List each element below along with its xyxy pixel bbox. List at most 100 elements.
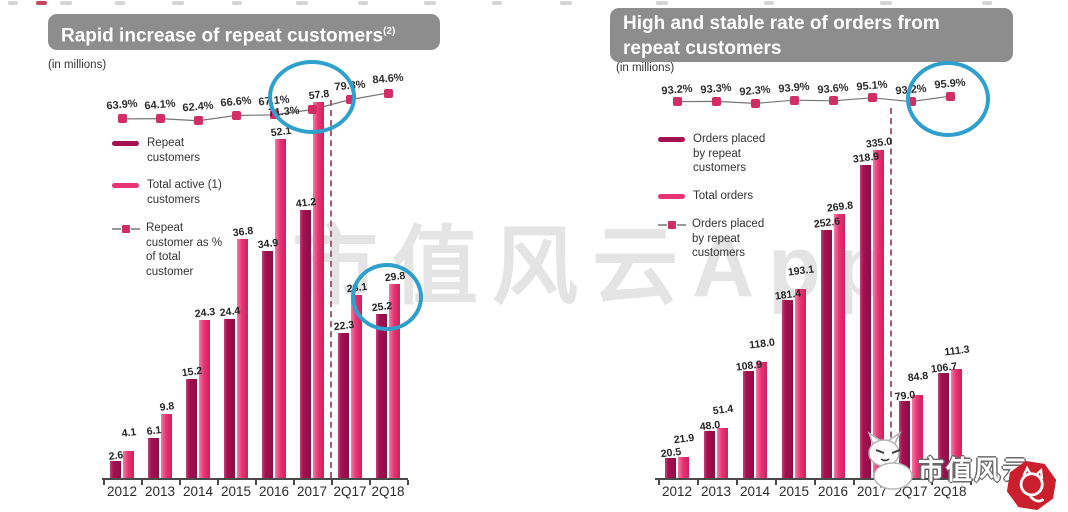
cropped-text-remnant [656, 1, 668, 5]
axis-tick [407, 480, 409, 485]
right-chart-legend: Orders placed by repeat customers Total … [658, 132, 773, 274]
bar-total-active-1-customers-2012 [123, 451, 134, 478]
right-chart-title: High and stable rate of orders from repe… [610, 8, 1013, 62]
value-label-orders-placed-by-repeat-customers-2Q17: 79.0 [894, 388, 916, 403]
cropped-text-remnant [424, 1, 436, 5]
axis-tick [735, 480, 738, 485]
bar-orders-placed-by-repeat-customers-2017 [860, 165, 871, 478]
legend-label: Orders placed by repeat customers [693, 133, 766, 175]
percentage-marker-2013 [711, 96, 721, 106]
value-label-total-orders-2012: 21.9 [673, 431, 695, 446]
legend-label: Total active (1) customers [147, 179, 222, 207]
bar-total-active-1-customers-2Q17 [351, 295, 362, 478]
percentage-label-2013: 93.3% [699, 82, 733, 97]
value-label-repeat-customers-2Q17: 22.3 [333, 318, 355, 334]
cropped-text-remnant [60, 1, 72, 5]
left-chart-period-separator [330, 100, 332, 478]
highlight-circle-2017-repeat-rate [268, 60, 356, 134]
x-axis-label-2017: 2017 [856, 484, 888, 499]
percentage-label-2Q18: 84.6% [371, 71, 405, 87]
value-label-total-orders-2014: 118.0 [748, 336, 776, 352]
bar-total-active-1-customers-2013 [161, 414, 172, 478]
legend-label: Repeat customer as % of total customer [146, 221, 223, 279]
value-label-total-active-1-customers-2015: 36.8 [232, 224, 254, 239]
axis-tick [255, 480, 257, 485]
legend-label: Orders placed by repeat customers [692, 217, 765, 260]
line-marker-swatch-icon [112, 224, 140, 233]
percentage-label-2013: 64.1% [143, 97, 177, 112]
percentage-marker-2014 [193, 116, 203, 126]
value-label-total-active-1-customers-2013: 9.8 [159, 400, 175, 415]
axis-tick [852, 480, 855, 485]
bar-total-orders-2Q17 [912, 394, 923, 478]
bar-total-orders-2012 [678, 456, 689, 478]
cropped-text-remnant [36, 1, 47, 5]
legend-item-repeat-orders: Orders placed by repeat customers [658, 132, 773, 176]
x-axis-label-2Q17: 2Q17 [333, 484, 367, 499]
axis-tick [696, 480, 699, 485]
bar-total-orders-2017 [873, 149, 884, 478]
value-label-total-orders-2016: 269.8 [826, 199, 854, 215]
light-bar-swatch-icon [112, 183, 139, 189]
percentage-label-2012: 93.2% [660, 82, 694, 97]
value-label-repeat-customers-2013: 6.1 [146, 424, 162, 439]
bar-repeat-customers-2Q17 [338, 333, 349, 478]
x-axis-label-2014: 2014 [739, 484, 771, 499]
legend-item-total-orders: Total orders [658, 189, 773, 204]
value-label-total-orders-2017: 335.0 [865, 135, 893, 151]
percentage-label-2015: 66.6% [219, 94, 253, 109]
legend-item-total-active-customers: Total active (1) customers [112, 178, 227, 207]
dark-bar-swatch-icon [658, 137, 685, 142]
bar-total-active-1-customers-2016 [275, 139, 286, 478]
axis-tick [774, 480, 777, 485]
percentage-label-2012: 63.9% [105, 97, 139, 113]
axis-tick [217, 480, 219, 485]
left-units-label: (in millions) [48, 59, 107, 71]
x-axis-label-2014: 2014 [182, 484, 214, 499]
bar-repeat-customers-2017 [300, 210, 311, 478]
x-axis-label-2017: 2017 [296, 484, 328, 499]
bar-repeat-customers-2013 [148, 438, 159, 478]
value-label-orders-placed-by-repeat-customers-2012: 20.5 [660, 445, 682, 461]
watermark-logo: 市值风云 [858, 424, 1066, 510]
bar-total-active-1-customers-2014 [199, 320, 210, 478]
dark-bar-swatch-icon [112, 141, 139, 146]
percentage-marker-2012 [117, 114, 127, 124]
left-chart-legend: Repeat customers Total active (1) custom… [112, 136, 227, 293]
value-label-orders-placed-by-repeat-customers-2013: 48.0 [699, 418, 721, 434]
axis-tick [141, 480, 143, 485]
value-label-total-orders-2Q17: 84.8 [907, 369, 929, 385]
percentage-label-2017: 95.1% [855, 78, 889, 94]
x-axis [655, 478, 971, 480]
axis-tick [930, 480, 933, 485]
legend-item-repeat-percentage: Repeat customer as % of total customer [112, 221, 227, 280]
value-label-total-orders-2015: 193.1 [787, 263, 815, 279]
bar-total-orders-2014 [756, 362, 767, 478]
cropped-text-remnant [296, 1, 308, 5]
x-axis-label-2012: 2012 [661, 484, 693, 499]
percentage-marker-2014 [750, 98, 760, 108]
bar-orders-placed-by-repeat-customers-2013 [704, 430, 715, 478]
x-axis-label-2013: 2013 [700, 484, 732, 499]
bar-repeat-customers-2Q18 [376, 314, 387, 478]
bar-repeat-customers-2016 [262, 251, 273, 478]
line-marker-swatch-icon [658, 220, 686, 229]
left-chart-title-text: Rapid increase of repeat customers [61, 25, 384, 47]
percentage-marker-2017 [867, 93, 877, 103]
cropped-text-remnant [560, 1, 572, 5]
percentage-marker-2Q18 [383, 88, 393, 98]
legend-item-repeat-orders-percentage: Orders placed by repeat customers [658, 217, 773, 261]
axis-tick [331, 480, 333, 485]
bar-orders-placed-by-repeat-customers-2015 [782, 300, 793, 478]
bar-orders-placed-by-repeat-customers-2016 [821, 230, 832, 478]
bar-orders-placed-by-repeat-customers-2Q17 [899, 400, 910, 478]
bar-repeat-customers-2015 [224, 319, 235, 478]
cropped-text-remnant [982, 1, 992, 5]
x-axis-label-2012: 2012 [106, 484, 138, 499]
bar-total-orders-2016 [834, 213, 845, 478]
bar-orders-placed-by-repeat-customers-2014 [743, 371, 754, 478]
cropped-text-remnant [492, 1, 502, 5]
x-axis-label-2Q18: 2Q18 [371, 484, 405, 499]
